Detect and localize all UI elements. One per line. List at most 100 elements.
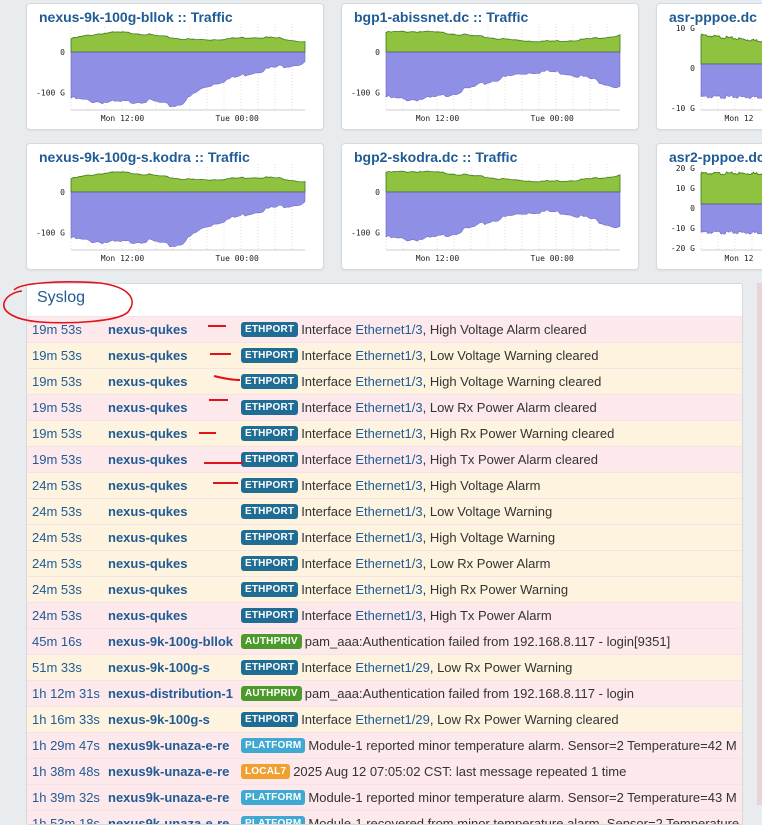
y-tick-label: -20 G [671, 244, 695, 253]
syslog-age[interactable]: 51m 33s [32, 660, 82, 675]
syslog-host-link[interactable]: nexus-qukes [108, 478, 188, 493]
traffic-graph[interactable]: 0 -100 G Mon 12:00 Tue 00:00 [342, 144, 638, 269]
interface-link[interactable]: Ethernet1/3 [355, 452, 423, 467]
syslog-row[interactable]: 19m 53s nexus-qukes ETHPORT Interface Ether… [27, 394, 742, 420]
syslog-host-link[interactable]: nexus9k-unaza-e-re [108, 790, 230, 805]
syslog-row[interactable]: 19m 53s nexus-qukes ETHPORT Interface Ether… [27, 342, 742, 368]
graph-title[interactable]: nexus-9k-100g-s.kodra :: Traffic [37, 149, 252, 165]
syslog-age[interactable]: 19m 53s [32, 400, 82, 415]
syslog-host-link[interactable]: nexus-qukes [108, 452, 188, 467]
syslog-row[interactable]: 19m 53s nexus-qukes ETHPORT Interface Ether… [27, 316, 742, 342]
interface-link[interactable]: Ethernet1/3 [355, 504, 423, 519]
interface-link[interactable]: Ethernet1/3 [355, 556, 423, 571]
syslog-host-link[interactable]: nexus-qukes [108, 322, 188, 337]
interface-link[interactable]: Ethernet1/3 [355, 478, 423, 493]
graph-title[interactable]: asr2-pppoe.dc :: Traffic [667, 149, 762, 165]
traffic-graph[interactable]: 0 -100 G Mon 12:00 Tue 00:00 [342, 4, 638, 129]
message-text: Interface [301, 556, 356, 571]
graph-card-bgp1-abissnet[interactable]: 0 -100 G Mon 12:00 Tue 00:00 bgp1-abissnet.… [341, 3, 639, 130]
syslog-age[interactable]: 1h 39m 32s [32, 790, 100, 805]
syslog-age[interactable]: 1h 16m 33s [32, 712, 100, 727]
syslog-age[interactable]: 19m 53s [32, 426, 82, 441]
y-tick-label: -100 G [351, 88, 380, 97]
syslog-age[interactable]: 19m 53s [32, 348, 82, 363]
syslog-host-link[interactable]: nexus-9k-100g-s [108, 712, 210, 727]
syslog-age[interactable]: 24m 53s [32, 582, 82, 597]
syslog-age[interactable]: 24m 53s [32, 608, 82, 623]
syslog-row[interactable]: 19m 53s nexus-qukes ETHPORT Interface Ether… [27, 420, 742, 446]
message-text: , Low Rx Power Alarm cleared [422, 400, 597, 415]
syslog-row[interactable]: 24m 53s nexus-qukes ETHPORT Interface Ether… [27, 550, 742, 576]
syslog-host-link[interactable]: nexus-qukes [108, 582, 188, 597]
syslog-host-link[interactable]: nexus9k-unaza-e-re [108, 816, 230, 825]
syslog-host-link[interactable]: nexus-qukes [108, 530, 188, 545]
syslog-row[interactable]: 24m 53s nexus-qukes ETHPORT Interface Ether… [27, 472, 742, 498]
traffic-graph[interactable]: 0 -100 G Mon 12:00 Tue 00:00 [27, 144, 323, 269]
syslog-host-link[interactable]: nexus-distribution-1 [108, 686, 233, 701]
syslog-age[interactable]: 19m 53s [32, 452, 82, 467]
syslog-host-link[interactable]: nexus-qukes [108, 504, 188, 519]
syslog-age[interactable]: 24m 53s [32, 530, 82, 545]
syslog-row[interactable]: 24m 53s nexus-qukes ETHPORT Interface Ether… [27, 524, 742, 550]
syslog-host-link[interactable]: nexus9k-unaza-e-re [108, 764, 230, 779]
syslog-row[interactable]: 19m 53s nexus-qukes ETHPORT Interface Ether… [27, 368, 742, 394]
syslog-age[interactable]: 1h 12m 31s [32, 686, 100, 701]
graph-title[interactable]: bgp2-skodra.dc :: Traffic [352, 149, 520, 165]
graph-card-asr2-pppoe[interactable]: 20 G 10 G 0 -10 G -20 G Mon 12 asr2-pppoe.dc … [656, 143, 762, 270]
syslog-row[interactable]: 19m 53s nexus-qukes ETHPORT Interface Ether… [27, 446, 742, 472]
syslog-row[interactable]: 1h 53m 18s nexus9k-unaza-e-re PLATFORM Modu… [27, 810, 742, 825]
interface-link[interactable]: Ethernet1/3 [355, 400, 423, 415]
syslog-host-link[interactable]: nexus-qukes [108, 556, 188, 571]
syslog-age[interactable]: 19m 53s [32, 322, 82, 337]
interface-link[interactable]: Ethernet1/29 [355, 660, 430, 675]
traffic-graph[interactable]: 10 G 0 -10 G Mon 12 [657, 4, 762, 129]
syslog-message: Interface Ethernet1/29, Low Rx Power War… [301, 712, 618, 727]
interface-link[interactable]: Ethernet1/3 [355, 426, 423, 441]
syslog-row[interactable]: 1h 38m 48s nexus9k-unaza-e-re LOCAL7 2025 A… [27, 758, 742, 784]
interface-link[interactable]: Ethernet1/3 [355, 608, 423, 623]
syslog-row[interactable]: 51m 33s nexus-9k-100g-s ETHPORT Interface E… [27, 654, 742, 680]
syslog-host-link[interactable]: nexus9k-unaza-e-re [108, 738, 230, 753]
syslog-age[interactable]: 1h 29m 47s [32, 738, 100, 753]
y-tick-label: 0 [375, 48, 380, 57]
syslog-age[interactable]: 1h 53m 18s [32, 816, 100, 825]
syslog-row[interactable]: 1h 39m 32s nexus9k-unaza-e-re PLATFORM Modu… [27, 784, 742, 810]
syslog-row[interactable]: 24m 53s nexus-qukes ETHPORT Interface Ether… [27, 498, 742, 524]
interface-link[interactable]: Ethernet1/3 [355, 322, 423, 337]
syslog-row[interactable]: 1h 16m 33s nexus-9k-100g-s ETHPORT Interfac… [27, 706, 742, 732]
graph-title[interactable]: asr-pppoe.dc :: Traffic [667, 9, 762, 25]
graph-title[interactable]: nexus-9k-100g-bllok :: Traffic [37, 9, 235, 25]
syslog-host-link[interactable]: nexus-qukes [108, 426, 188, 441]
interface-link[interactable]: Ethernet1/3 [355, 582, 423, 597]
syslog-host-link[interactable]: nexus-qukes [108, 374, 188, 389]
syslog-host-link[interactable]: nexus-qukes [108, 348, 188, 363]
syslog-row[interactable]: 1h 29m 47s nexus9k-unaza-e-re PLATFORM Modu… [27, 732, 742, 758]
syslog-title[interactable]: Syslog [37, 289, 86, 306]
graph-card-nexus-9k-100g-bllok[interactable]: 0 -100 G Mon 12:00 Tue 00:00 nexus-9k-100g-… [26, 3, 324, 130]
interface-link[interactable]: Ethernet1/29 [355, 712, 430, 727]
syslog-age[interactable]: 24m 53s [32, 478, 82, 493]
syslog-age[interactable]: 45m 16s [32, 634, 82, 649]
syslog-row[interactable]: 1h 12m 31s nexus-distribution-1 AUTHPRIV pa… [27, 680, 742, 706]
syslog-host-link[interactable]: nexus-qukes [108, 608, 188, 623]
outbound-area [70, 51, 306, 108]
traffic-graph[interactable]: 20 G 10 G 0 -10 G -20 G Mon 12 [657, 144, 762, 269]
syslog-age[interactable]: 1h 38m 48s [32, 764, 100, 779]
syslog-age[interactable]: 24m 53s [32, 556, 82, 571]
syslog-host-link[interactable]: nexus-9k-100g-bllok [108, 634, 233, 649]
interface-link[interactable]: Ethernet1/3 [355, 374, 423, 389]
interface-link[interactable]: Ethernet1/3 [355, 348, 423, 363]
traffic-graph[interactable]: 0 -100 G Mon 12:00 Tue 00:00 [27, 4, 323, 129]
syslog-row[interactable]: 24m 53s nexus-qukes ETHPORT Interface Ether… [27, 576, 742, 602]
graph-card-nexus-9k-100g-s-kodra[interactable]: 0 -100 G Mon 12:00 Tue 00:00 nexus-9k-100g-… [26, 143, 324, 270]
interface-link[interactable]: Ethernet1/3 [355, 530, 423, 545]
graph-card-bgp2-skodra[interactable]: 0 -100 G Mon 12:00 Tue 00:00 bgp2-skodra.dc… [341, 143, 639, 270]
graph-title[interactable]: bgp1-abissnet.dc :: Traffic [352, 9, 531, 25]
syslog-host-link[interactable]: nexus-qukes [108, 400, 188, 415]
syslog-row[interactable]: 45m 16s nexus-9k-100g-bllok AUTHPRIV pam_aa… [27, 628, 742, 654]
syslog-host-link[interactable]: nexus-9k-100g-s [108, 660, 210, 675]
syslog-age[interactable]: 24m 53s [32, 504, 82, 519]
syslog-row[interactable]: 24m 53s nexus-qukes ETHPORT Interface Ether… [27, 602, 742, 628]
syslog-age[interactable]: 19m 53s [32, 374, 82, 389]
